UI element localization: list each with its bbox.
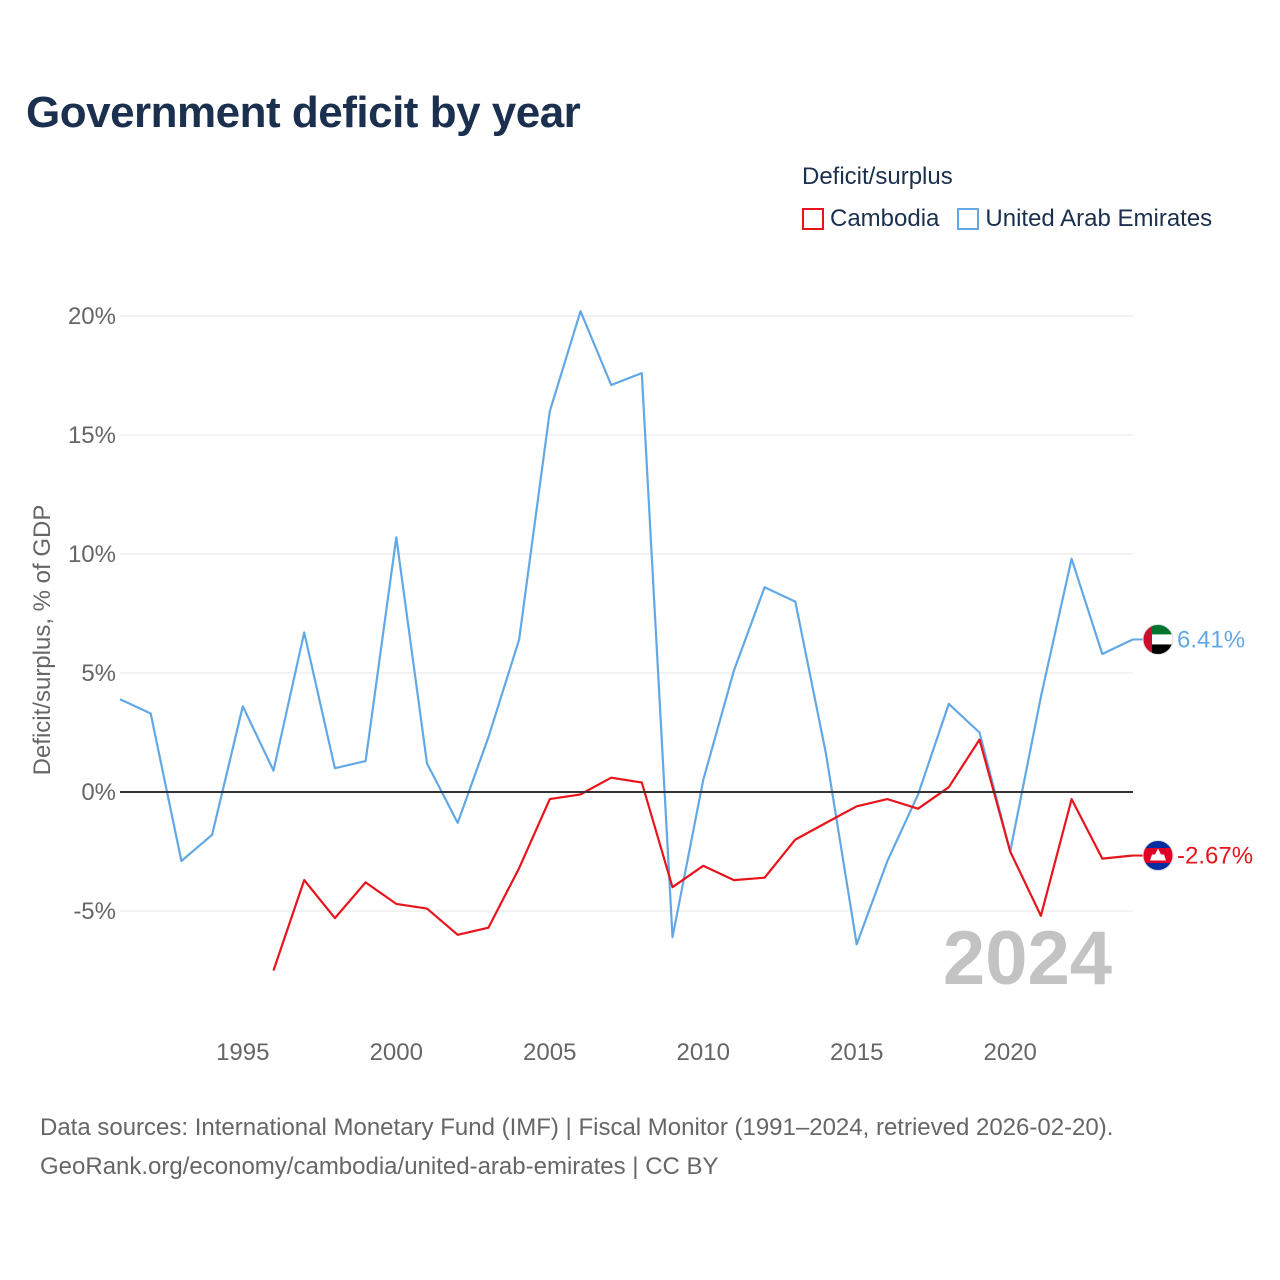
x-tick-label: 2000 xyxy=(370,1039,423,1066)
chart-title: Government deficit by year xyxy=(26,88,581,137)
legend-label-uae: United Arab Emirates xyxy=(985,205,1213,232)
legend-label-cambodia: Cambodia xyxy=(830,205,940,232)
legend-item-uae[interactable]: United Arab Emirates xyxy=(957,205,1212,233)
chart-area: -5% 0% 5% 10% 15% 20% 1995 2000 2005 2010 2015 2020… xyxy=(29,303,1253,1066)
legend-item-cambodia[interactable]: Cambodia xyxy=(802,205,939,233)
year-watermark: 2024 xyxy=(943,916,1112,1001)
y-tick-label: 0% xyxy=(81,779,116,806)
y-tick-label: 10% xyxy=(68,541,116,568)
y-tick-label: 15% xyxy=(68,422,116,449)
flag-outline xyxy=(1142,623,1174,655)
legend: Cambodia United Arab Emirates xyxy=(802,205,1212,233)
end-value-label: -2.67% xyxy=(1177,843,1253,870)
uae-flag-icon xyxy=(1143,624,1173,655)
legend-swatch-uae xyxy=(957,208,980,230)
data-source-note: Data sources: International Monetary Fun… xyxy=(40,1114,1114,1141)
y-tick-label: 20% xyxy=(68,303,116,330)
y-axis-label: Deficit/surplus, % of GDP xyxy=(29,505,56,776)
legend-title: Deficit/surplus xyxy=(802,163,953,190)
series-line-uae xyxy=(119,310,1134,946)
x-tick-label: 2020 xyxy=(984,1039,1037,1066)
flag-outline xyxy=(1142,840,1174,872)
series-line-cambodia xyxy=(272,738,1134,971)
source-url: GeoRank.org/economy/cambodia/united-arab… xyxy=(40,1153,719,1180)
footer: Data sources: International Monetary Fun… xyxy=(40,1108,1113,1186)
x-tick-label: 2010 xyxy=(677,1039,730,1066)
legend-swatch-cambodia xyxy=(802,208,824,230)
x-tick-label: 2015 xyxy=(830,1039,883,1066)
x-tick-label: 1995 xyxy=(216,1039,269,1066)
end-value-label: 6.41% xyxy=(1177,626,1245,653)
cambodia-flag-icon xyxy=(1143,840,1173,871)
y-tick-label: -5% xyxy=(73,898,116,925)
x-tick-label: 2005 xyxy=(523,1039,576,1066)
y-tick-label: 5% xyxy=(81,660,116,687)
